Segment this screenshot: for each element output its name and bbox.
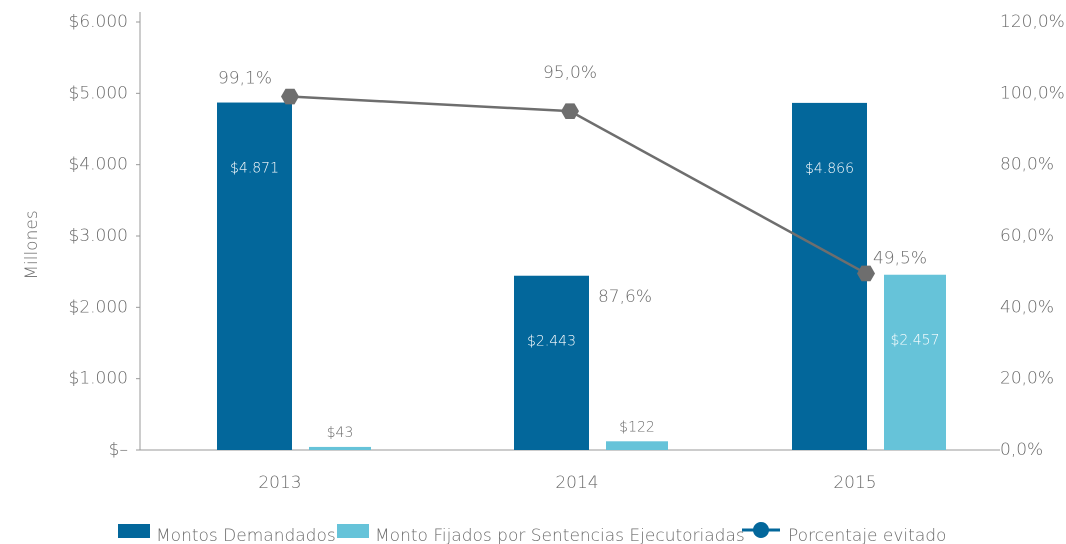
y2-tick-label: 80,0% (1000, 155, 1054, 175)
y-tick-label: $6.000 (69, 12, 128, 32)
y2-tick-label: 40,0% (1000, 297, 1054, 317)
bar-value-label: $4.871 (230, 161, 279, 177)
y2-tick-label: 120,0% (1000, 12, 1065, 32)
line-marker (857, 265, 875, 282)
y-tick-label: $3.000 (69, 226, 128, 246)
line-value-label: 49,5% (873, 248, 927, 268)
bar (606, 441, 668, 450)
line-value-label: 99,1% (218, 69, 272, 89)
legend-label: Montos Demandados (156, 526, 336, 544)
y-axis-label: Millones (22, 210, 42, 279)
y2-tick-label: 0,0% (1000, 440, 1043, 460)
x-tick-label: 2015 (833, 473, 876, 493)
bar-value-label: $122 (619, 419, 655, 435)
bar (309, 446, 371, 450)
x-tick-label: 2014 (555, 473, 598, 493)
line-marker (561, 103, 579, 119)
line (289, 95, 867, 275)
annotation: 87,6% (598, 287, 652, 307)
legend-label: Monto Fijados por Sentencias Ejecutoriad… (375, 526, 745, 544)
bar (514, 275, 589, 450)
line-marker (281, 88, 299, 105)
y-tick-label: $4.000 (69, 155, 128, 175)
y2-tick-label: 20,0% (1000, 369, 1054, 389)
x-tick-label: 2013 (258, 473, 301, 493)
y-tick-label: $– (109, 440, 128, 460)
bar (217, 102, 292, 450)
bar (792, 102, 867, 450)
y-tick-label: $5.000 (69, 83, 128, 103)
bar-value-label: $4.866 (805, 161, 854, 177)
bar (884, 274, 946, 450)
legend-label: Porcentaje evitado (788, 526, 946, 544)
bar-value-label: $2.443 (527, 334, 576, 350)
y-tick-label: $1.000 (69, 369, 128, 389)
y2-tick-label: 100,0% (1000, 83, 1065, 103)
legend-swatch (337, 524, 369, 538)
y2-tick-label: 60,0% (1000, 226, 1054, 246)
bar-value-label: $43 (327, 425, 354, 441)
legend-marker (753, 522, 769, 538)
line-value-label: 95,0% (543, 63, 597, 83)
bar-value-label: $2.457 (891, 333, 940, 349)
y-tick-label: $2.000 (69, 297, 128, 317)
legend-swatch (118, 524, 150, 538)
